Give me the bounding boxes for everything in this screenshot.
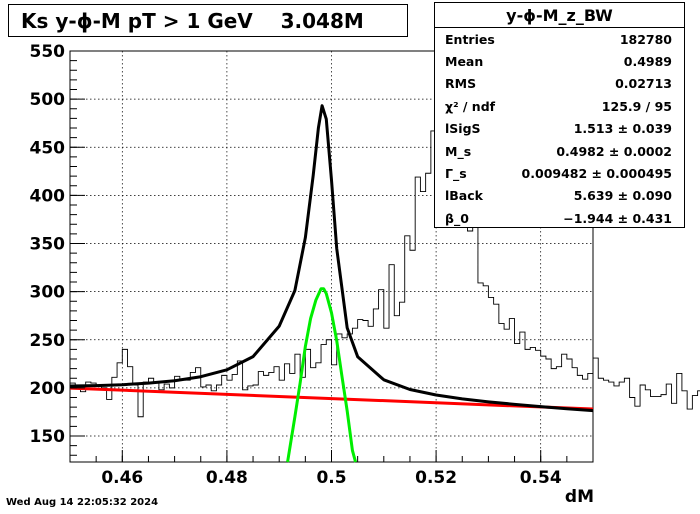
y-tick-label: 150 [30, 427, 66, 447]
y-tick-label: 350 [30, 235, 66, 255]
stats-row: lSigS 1.513 ± 0.039 [435, 118, 684, 140]
stats-label: Γ_s [445, 166, 467, 182]
stats-value: 0.009482 ± 0.000495 [521, 166, 672, 182]
stats-label: M_s [445, 143, 472, 159]
stats-value: 0.02713 [615, 76, 672, 92]
stats-value: 182780 [619, 31, 672, 47]
y-tick-label: 500 [30, 90, 66, 110]
y-tick-label: 550 [30, 42, 66, 62]
chart-title: Ks y-ϕ-M pT > 1 GeV 3.048M [21, 8, 364, 33]
stats-box: y-ϕ-M_z_BW Entries 182780 Mean 0.4989 RMS 0.0… [434, 2, 685, 228]
histogram [70, 71, 700, 418]
axes: 0.46 0.48 0.5 0.52 0.54 150 200 250 300 350 400 450… [30, 42, 594, 488]
total-fit-curve [69, 104, 594, 413]
stats-row: Entries 182780 [435, 28, 684, 50]
stats-value: −1.944 ± 0.431 [563, 210, 672, 226]
stats-row: Γ_s 0.009482 ± 0.000495 [435, 162, 684, 184]
x-tick-label: 0.48 [206, 468, 248, 488]
stats-label: χ² / ndf [445, 98, 496, 114]
stats-label: Mean [445, 54, 484, 70]
stats-row: Mean 0.4989 [435, 50, 684, 72]
x-tick-label: 0.46 [101, 468, 143, 488]
x-tick-label: 0.52 [415, 468, 457, 488]
x-tick-label: 0.54 [520, 468, 562, 488]
y-tick-label: 200 [30, 379, 66, 399]
stats-value: 0.4989 [623, 54, 672, 70]
histogram-steps [70, 71, 700, 418]
stats-label: RMS [445, 76, 477, 92]
y-tick-label: 250 [30, 331, 66, 351]
y-tick-label: 300 [30, 283, 66, 303]
stats-value: 1.513 ± 0.039 [573, 121, 672, 137]
background-fit-line [69, 386, 594, 411]
stats-value: 0.4982 ± 0.0002 [556, 143, 672, 159]
x-tick-label: 0.5 [316, 468, 346, 488]
stats-row: lBack 5.639 ± 0.090 [435, 185, 684, 207]
stats-row: M_s 0.4982 ± 0.0002 [435, 140, 684, 162]
fit-curves [69, 104, 594, 463]
chart-title-box: Ks y-ϕ-M pT > 1 GeV 3.048M [8, 4, 408, 37]
stats-label: lSigS [445, 121, 481, 137]
stats-row: RMS 0.02713 [435, 73, 684, 95]
stats-row: χ² / ndf 125.9 / 95 [435, 95, 684, 117]
timestamp: Wed Aug 14 22:05:32 2024 [6, 497, 159, 508]
stats-label: Entries [445, 31, 495, 47]
stats-title: y-ϕ-M_z_BW [435, 3, 684, 28]
stats-label: β_0 [445, 210, 469, 226]
y-tick-label: 400 [30, 186, 66, 206]
stats-value: 5.639 ± 0.090 [573, 188, 672, 204]
x-axis-label: dM [565, 487, 594, 507]
stats-row: β_0 −1.944 ± 0.431 [435, 207, 684, 229]
stats-label: lBack [445, 188, 483, 204]
stats-value: 125.9 / 95 [601, 98, 672, 114]
signal-fit-curve [286, 287, 358, 463]
y-tick-label: 450 [30, 138, 66, 158]
